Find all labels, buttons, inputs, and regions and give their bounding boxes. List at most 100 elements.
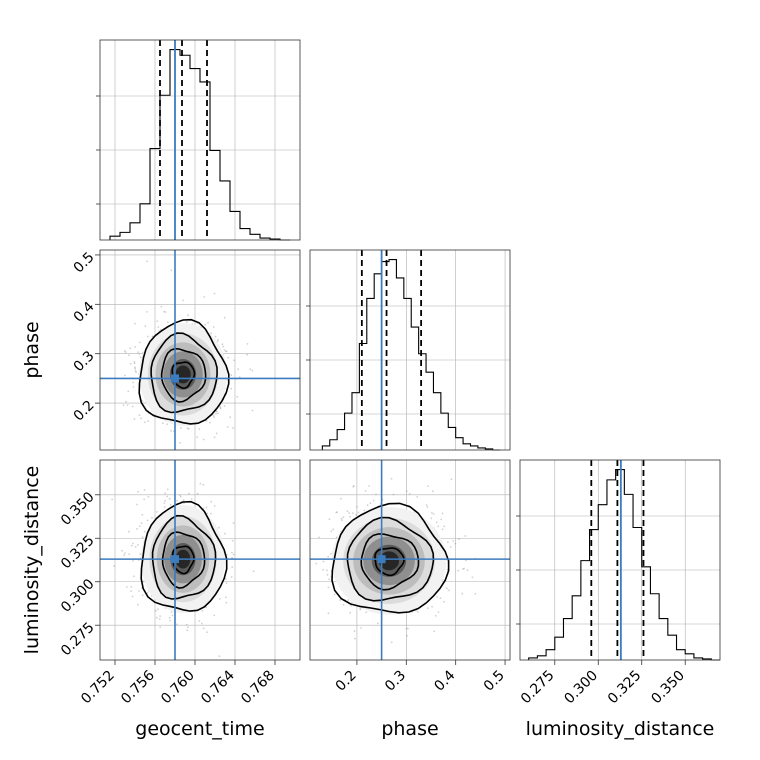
scatter-point [158,618,161,620]
scatter-point [355,513,358,516]
scatter-point [130,544,133,547]
scatter-point [408,493,411,495]
scatter-point [327,555,330,558]
x-tick-label: 0.2 [333,668,360,695]
scatter-point [166,495,169,498]
scatter-point [330,552,332,555]
scatter-point [326,574,329,576]
clipped-phase_vs_geocent_time [89,250,300,450]
scatter-point [441,528,444,531]
scatter-point [134,546,137,548]
scatter-point [430,517,433,520]
contour-line-1.5 [150,332,218,414]
scatter-point [207,321,209,324]
scatter-point [141,513,144,516]
scatter-point [348,512,351,514]
scatter-point [168,616,171,619]
scatter-point [233,359,235,362]
ylabel-phase: phase [21,321,43,378]
scatter-point [170,429,173,432]
scatter-point [368,485,371,487]
scatter-point [186,427,189,430]
scatter-point [436,596,439,598]
scatter-point [214,335,217,338]
scatter-point [406,634,409,637]
scatter-point [138,525,141,527]
scatter-point [461,592,464,595]
scatter-point [187,314,190,317]
scatter-point [356,505,358,508]
scatter-point [143,489,146,491]
scatter-point [434,614,437,617]
scatter-point [405,490,408,493]
scatter-point [231,539,234,542]
scatter-point [137,490,140,493]
tick-labels: 0.752 0.756 0.760 0.764 0.768 0.2 0.3 0.4 0.5 0.2… [58,249,688,707]
scatter-point [433,630,436,633]
scatter-point [138,341,141,344]
y-tick-label: 0.4 [71,299,98,326]
scatter-point [182,499,185,501]
panel-lumdist-vs-phase [309,459,511,661]
scatter-point [213,416,216,418]
scatter-point [180,427,182,429]
scatter-point [226,553,228,556]
scatter-point [217,526,220,529]
scatter-point [111,498,113,501]
hist-step-phase [321,258,501,451]
scatter-point [215,410,218,413]
scatter-point [432,490,434,493]
scatter-point [171,614,174,617]
scatter-point [146,592,149,594]
scatter-point [206,512,209,515]
scatter-point [427,485,429,487]
y-tick-label: 0.3 [71,348,98,375]
scatter-point [238,376,241,378]
scatter-point [187,626,189,629]
scatter-point [141,536,144,539]
grid-hist-geocent-time [100,40,300,240]
contour-line-1 [160,347,207,403]
scatter-point [390,641,393,644]
scatter-point [212,326,215,328]
x-tick-label: 0.752 [78,668,118,708]
scatter-point [129,347,132,350]
scatter-point [372,499,375,502]
scatter-point [246,353,249,356]
scatter-point [138,414,141,417]
scatter-point [140,522,143,525]
scatter-point [131,595,134,598]
frame-lumdist-vs-geocent-time [99,459,301,661]
scatter-point [163,502,166,504]
scatter-point [236,395,239,398]
scatter-point [435,521,438,524]
scatter-point [466,569,469,572]
scatter-point [405,627,408,630]
scatter-point [213,292,216,295]
scatter-point [129,362,132,365]
scatter-point [159,615,162,617]
scatter-point [246,343,249,345]
scatter-point [439,597,442,600]
scatter-point [463,567,465,570]
scatter-point [137,351,139,353]
scatter-point [89,386,91,388]
x-tick-label: 0.300 [561,668,601,708]
grid-lumdist-vs-geocent-time [100,460,300,660]
scatter-point [160,305,163,308]
x-tick-label: 0.3 [382,668,409,695]
scatter-point [126,404,129,406]
y-tick-label: 0.2 [71,397,98,424]
scatter-point [186,629,189,632]
scatter-point [134,322,136,325]
scatter-point [209,421,211,424]
contours-lumdist-vs-phase [310,460,510,660]
scatter-point [225,582,228,584]
scatter-point [218,598,221,600]
scatter-point [335,536,338,539]
scatter-point [230,576,233,578]
scatter-point [322,568,325,571]
scatter-point [237,368,240,370]
scatter-point [130,586,133,588]
